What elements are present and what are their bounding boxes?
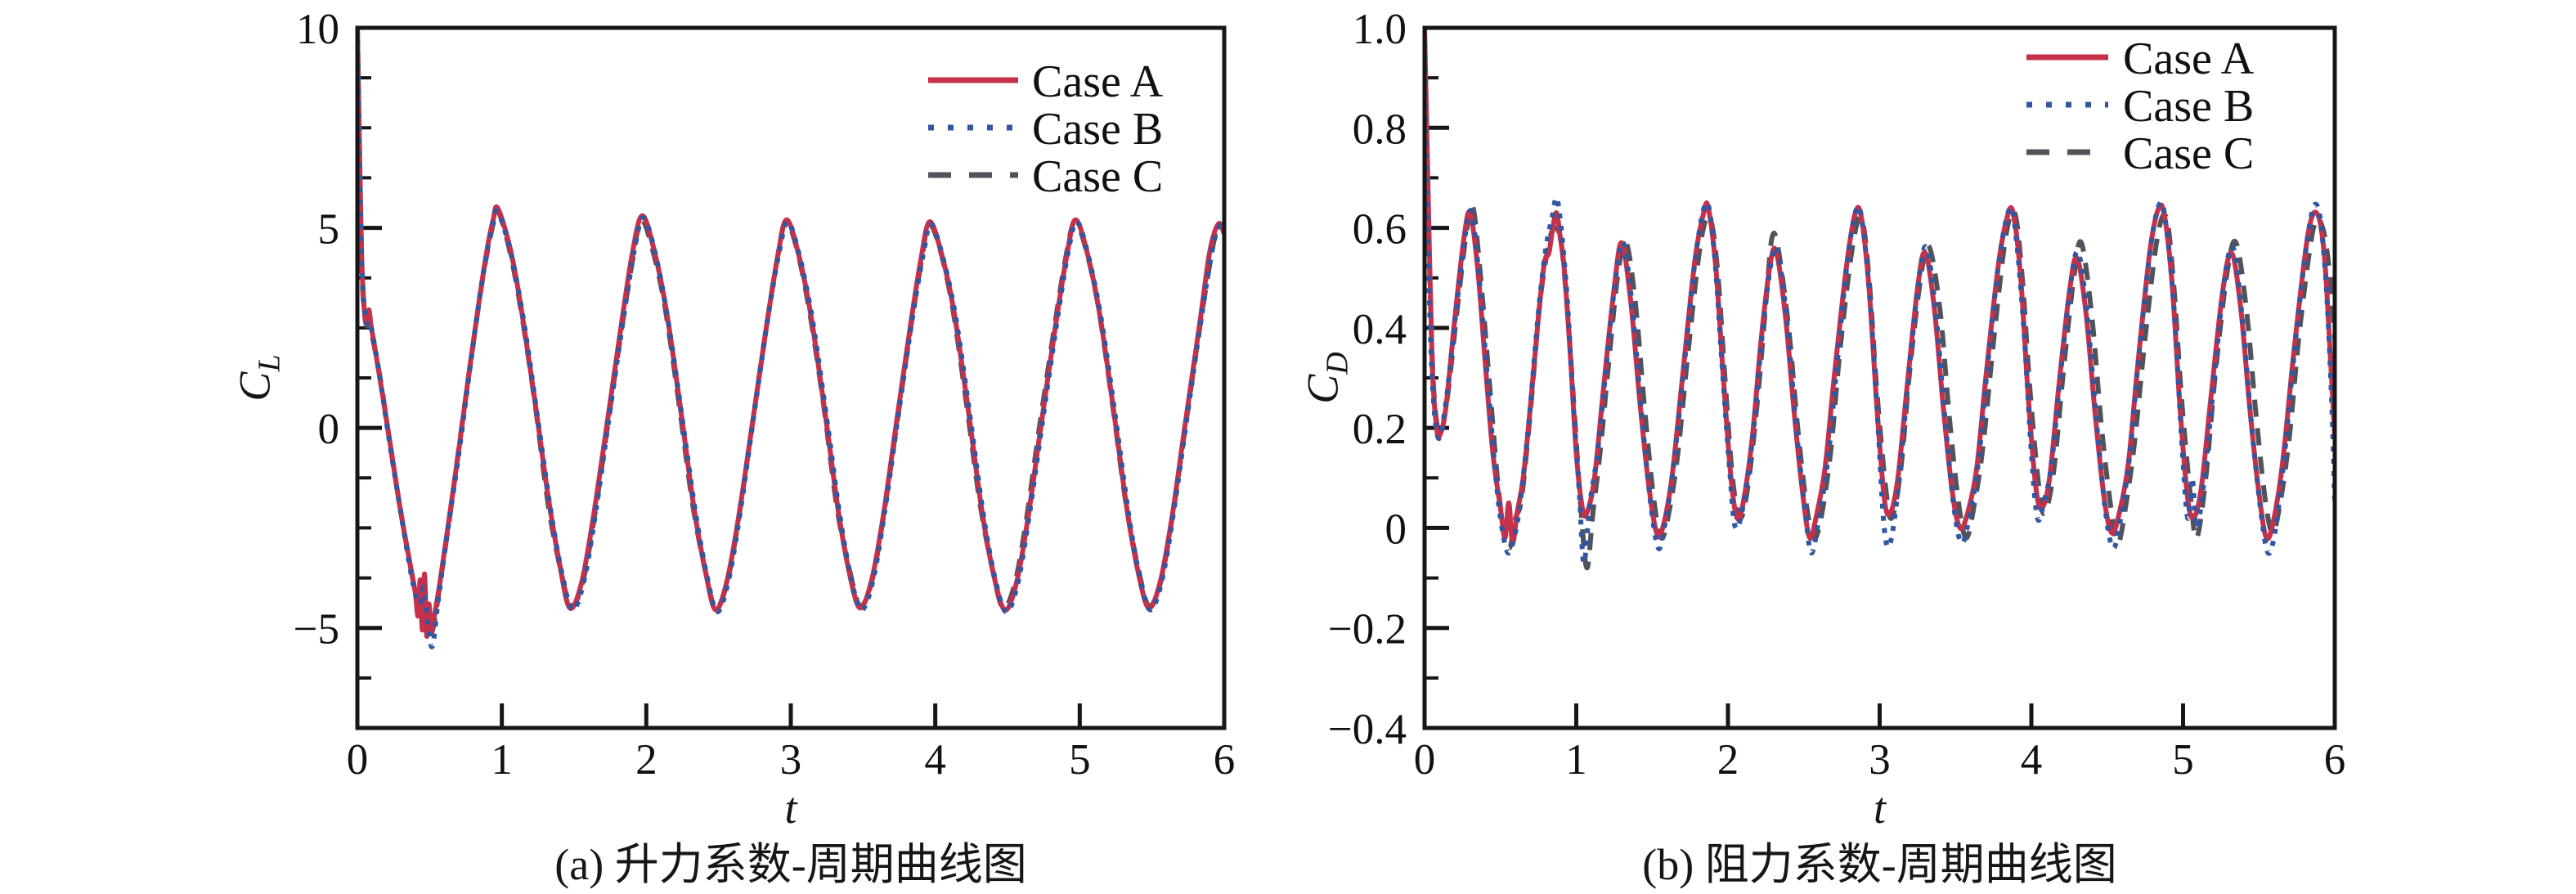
x-tick-label: 0	[1414, 736, 1436, 784]
x-tick-label: 0	[347, 736, 369, 784]
legend-label-case-b: Case B	[1032, 104, 1163, 155]
legend-label-case-a: Case A	[1032, 56, 1164, 107]
x-tick-label: 3	[780, 736, 802, 784]
y-tick-label: −5	[294, 606, 339, 654]
y-tick-label: 0.4	[1353, 306, 1407, 353]
axis-ticks-b: 1.00.80.60.40.20−0.2−0.40 1 2 3 4 5 6	[1328, 6, 2345, 784]
axis-ticks-a: 10 5 0 −5 0 1 2 3 4 5 6	[294, 6, 1236, 784]
x-tick-label: 6	[2324, 736, 2346, 784]
x-tick-label: 5	[1069, 736, 1091, 784]
lift-y-axis-label-sub: L	[252, 354, 287, 372]
y-tick-label: 10	[296, 6, 339, 53]
y-tick-label: 5	[318, 206, 340, 254]
y-tick-label: −0.2	[1328, 606, 1407, 654]
x-tick-label: 3	[1869, 736, 1891, 784]
lift-x-axis-label: t	[784, 784, 797, 833]
series-case-a	[1425, 28, 2335, 546]
y-tick-label: 0.6	[1353, 206, 1407, 254]
y-tick-label: 1.0	[1353, 6, 1407, 53]
x-tick-label: 6	[1214, 736, 1236, 784]
y-tick-label: 0.8	[1353, 106, 1407, 153]
y-tick-label: 0	[1385, 505, 1407, 553]
y-tick-label: −0.4	[1328, 706, 1407, 753]
drag-y-axis-label-sub: D	[1320, 352, 1355, 375]
x-tick-label: 4	[924, 736, 946, 784]
series-case-b	[1425, 43, 2335, 566]
lift-y-axis-label-main: C	[230, 371, 280, 402]
y-tick-label: 0	[318, 406, 340, 453]
drag-chart-caption: (b) 阻力系数-周期曲线图	[1642, 840, 2117, 889]
x-tick-label: 1	[1565, 736, 1587, 784]
y-tick-label: 0.2	[1353, 406, 1407, 453]
legend-label-case-c: Case C	[1032, 151, 1163, 202]
x-tick-label: 2	[1717, 736, 1739, 784]
legend-label-case-a: Case A	[2123, 34, 2255, 84]
series-case-b	[357, 28, 1224, 649]
drag-y-axis-label: CD	[1298, 352, 1356, 403]
drag-y-axis-label-main: C	[1298, 374, 1348, 404]
x-tick-label: 2	[635, 736, 657, 784]
lift-chart-caption: (a) 升力系数-周期曲线图	[554, 840, 1027, 889]
x-tick-label: 5	[2172, 736, 2194, 784]
legend-label-case-c: Case C	[2123, 128, 2254, 179]
plot-border-b	[1422, 25, 2337, 730]
plot-area-a	[357, 28, 1224, 649]
plot-border-a	[355, 25, 1227, 730]
lift-y-axis-label: CL	[230, 354, 288, 401]
drag-x-axis-label: t	[1873, 784, 1886, 833]
plot-area-b	[1425, 28, 2335, 571]
x-tick-label: 1	[491, 736, 513, 784]
legend-label-case-b: Case B	[2123, 81, 2254, 132]
x-tick-label: 4	[2021, 736, 2043, 784]
